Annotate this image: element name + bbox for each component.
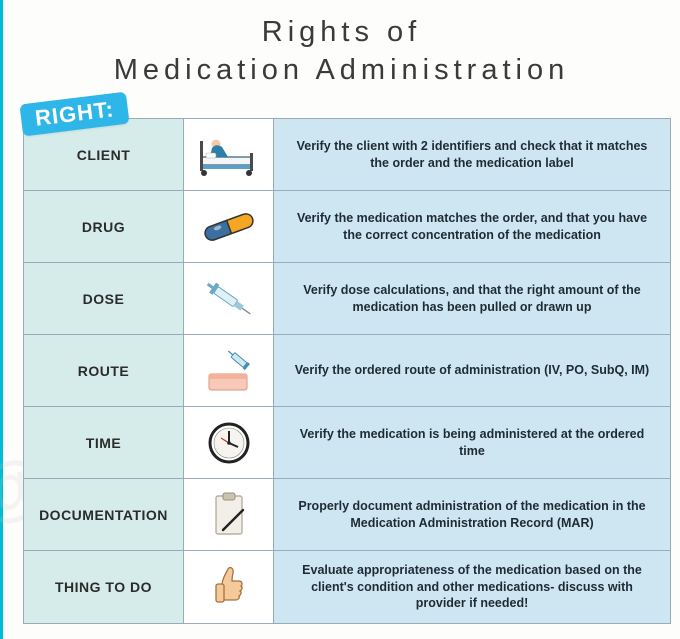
rights-table: CLIENT Verify the client with 2 identifi… bbox=[23, 118, 671, 624]
row-label: DOSE bbox=[24, 263, 184, 334]
table-row: DOCUMENTATION Properly document administ… bbox=[24, 479, 670, 551]
table-row: CLIENT Verify the client with 2 identifi… bbox=[24, 119, 670, 191]
pill-icon bbox=[184, 191, 274, 262]
hospital-bed-icon bbox=[184, 119, 274, 190]
table-row: TIME Verify the medication is being admi… bbox=[24, 407, 670, 479]
row-label: TIME bbox=[24, 407, 184, 478]
thumbs-up-icon bbox=[184, 551, 274, 623]
row-desc: Verify the medication is being administe… bbox=[274, 407, 670, 478]
row-desc: Evaluate appropriateness of the medicati… bbox=[274, 551, 670, 623]
table-row: THING TO DO Evaluate appropriateness of … bbox=[24, 551, 670, 623]
row-label: ROUTE bbox=[24, 335, 184, 406]
row-label: THING TO DO bbox=[24, 551, 184, 623]
row-label: DOCUMENTATION bbox=[24, 479, 184, 550]
row-desc: Verify the client with 2 identifiers and… bbox=[274, 119, 670, 190]
table-row: DRUG Verify the medication matches the o… bbox=[24, 191, 670, 263]
table-row: DOSE Verify dose calculations, and that … bbox=[24, 263, 670, 335]
row-label: DRUG bbox=[24, 191, 184, 262]
row-desc: Verify the ordered route of administrati… bbox=[274, 335, 670, 406]
clock-icon bbox=[184, 407, 274, 478]
syringe-icon bbox=[184, 263, 274, 334]
row-desc: Verify dose calculations, and that the r… bbox=[274, 263, 670, 334]
injection-icon bbox=[184, 335, 274, 406]
row-desc: Properly document administration of the … bbox=[274, 479, 670, 550]
title-line-2: Medication Administration bbox=[3, 52, 680, 90]
clipboard-icon bbox=[184, 479, 274, 550]
page-title: Rights of Medication Administration bbox=[3, 0, 680, 99]
title-line-1: Rights of bbox=[3, 14, 680, 52]
row-desc: Verify the medication matches the order,… bbox=[274, 191, 670, 262]
table-row: ROUTE Verify the ordered route of admini… bbox=[24, 335, 670, 407]
